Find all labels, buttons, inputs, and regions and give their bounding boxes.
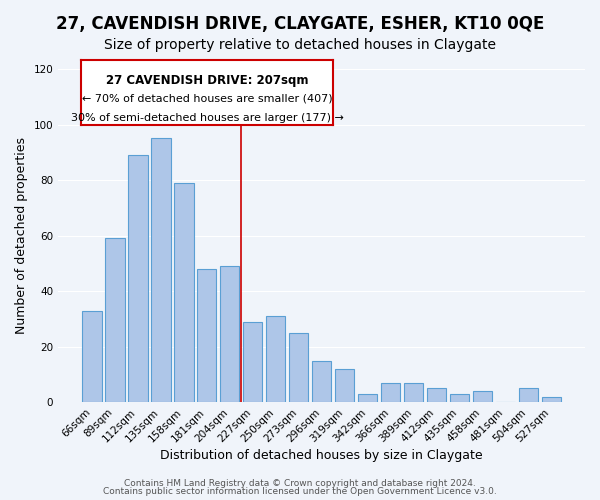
Bar	[82, 310, 101, 402]
Bar	[335, 369, 355, 402]
Text: 30% of semi-detached houses are larger (177) →: 30% of semi-detached houses are larger (…	[71, 114, 343, 124]
Bar	[518, 388, 538, 402]
Bar	[427, 388, 446, 402]
Bar	[381, 383, 400, 402]
Bar	[151, 138, 170, 402]
Bar	[542, 396, 561, 402]
Bar	[289, 333, 308, 402]
Bar	[404, 383, 423, 402]
Text: Size of property relative to detached houses in Claygate: Size of property relative to detached ho…	[104, 38, 496, 52]
Bar	[358, 394, 377, 402]
Bar	[105, 238, 125, 402]
Bar	[128, 155, 148, 402]
Bar	[243, 322, 262, 402]
Text: Contains public sector information licensed under the Open Government Licence v3: Contains public sector information licen…	[103, 487, 497, 496]
Bar	[197, 269, 217, 402]
Text: 27 CAVENDISH DRIVE: 207sqm: 27 CAVENDISH DRIVE: 207sqm	[106, 74, 308, 88]
Bar	[266, 316, 286, 402]
Text: ← 70% of detached houses are smaller (407): ← 70% of detached houses are smaller (40…	[82, 94, 332, 104]
Bar	[449, 394, 469, 402]
Text: 27, CAVENDISH DRIVE, CLAYGATE, ESHER, KT10 0QE: 27, CAVENDISH DRIVE, CLAYGATE, ESHER, KT…	[56, 15, 544, 33]
Text: Contains HM Land Registry data © Crown copyright and database right 2024.: Contains HM Land Registry data © Crown c…	[124, 478, 476, 488]
Bar	[174, 183, 194, 402]
X-axis label: Distribution of detached houses by size in Claygate: Distribution of detached houses by size …	[160, 450, 483, 462]
Bar	[220, 266, 239, 402]
Y-axis label: Number of detached properties: Number of detached properties	[15, 137, 28, 334]
Bar	[473, 391, 492, 402]
Bar	[312, 360, 331, 402]
